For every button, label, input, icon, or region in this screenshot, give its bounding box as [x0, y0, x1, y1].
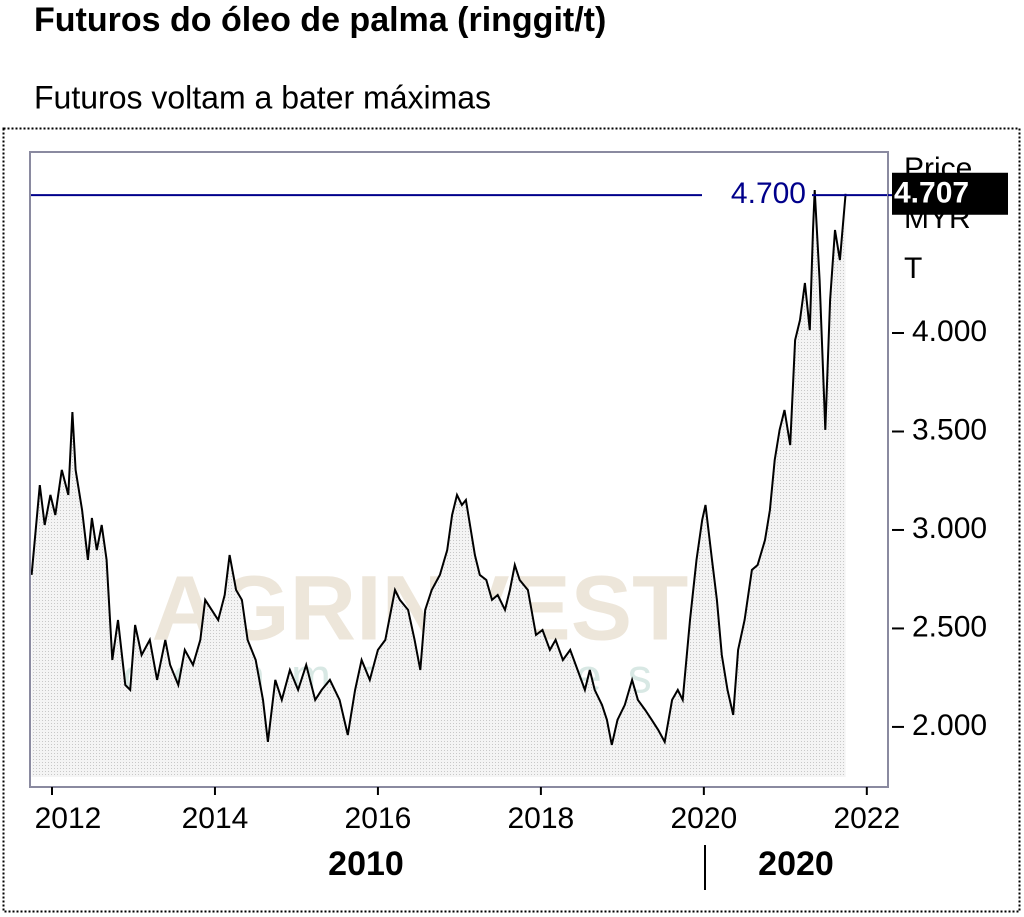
x-group-label: 2020	[758, 845, 834, 883]
last-value-label: 4.707	[894, 177, 969, 210]
x-tick-label: 2022	[833, 802, 900, 835]
y-tick-label: 3.000	[912, 512, 987, 545]
x-tick-label: 2014	[182, 802, 249, 835]
x-tick-label: 2018	[508, 802, 575, 835]
y-tick-label: 3.500	[912, 413, 987, 446]
y-tick-label: 4.000	[912, 315, 987, 348]
area	[31, 190, 846, 777]
x-tick-label: 2012	[35, 802, 102, 835]
x-tick-label: 2020	[670, 802, 737, 835]
chart-title: Futuros do óleo de palma (ringgit/t)	[34, 1, 606, 39]
reference-label: 4.700	[731, 177, 806, 210]
frame	[2, 127, 1021, 913]
line	[30, 189, 847, 746]
y-axis-label: T	[904, 252, 922, 285]
last-value-box	[892, 172, 1008, 215]
chart-subtitle: Futuros voltam a bater máximas	[34, 79, 491, 115]
plot-border	[29, 151, 889, 788]
x-group-label: 2010	[328, 845, 404, 883]
y-tick-label: 2.500	[912, 610, 987, 643]
x-tick-label: 2016	[345, 802, 412, 835]
y-tick-label: 2.000	[912, 709, 987, 742]
